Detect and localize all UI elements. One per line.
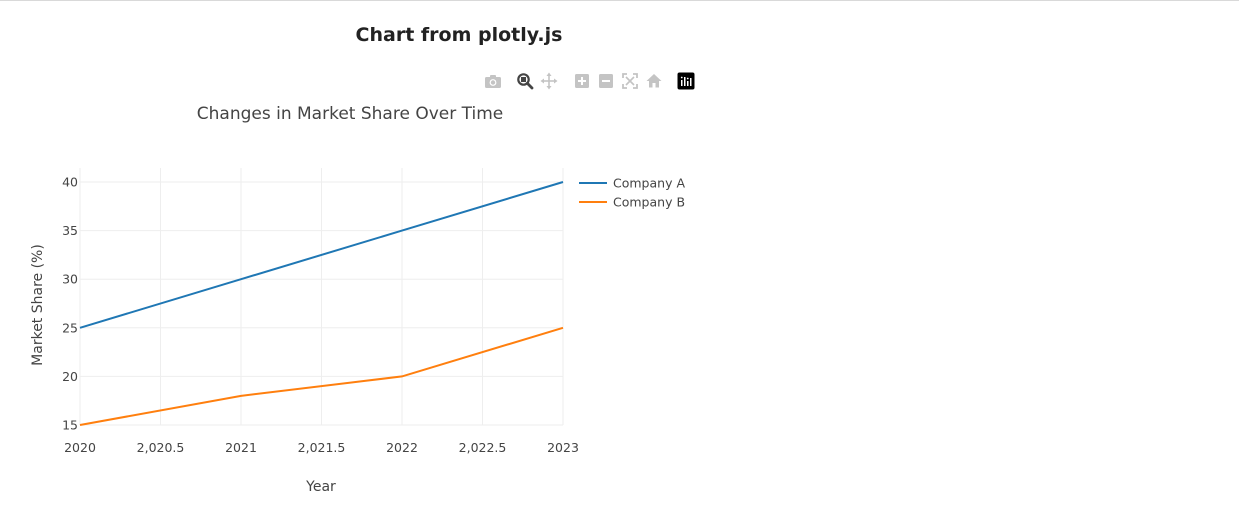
zoom-in-icon[interactable] bbox=[573, 72, 591, 90]
autoscale-icon[interactable] bbox=[621, 72, 639, 90]
y-tick-label: 40 bbox=[62, 175, 78, 190]
x-axis-ticks: 2020 2,020.5 2021 2,021.5 2022 2,022.5 2023 bbox=[64, 440, 579, 455]
y-tick-label: 20 bbox=[62, 369, 78, 384]
zoom-icon[interactable] bbox=[516, 72, 534, 90]
legend: Company A Company B bbox=[579, 176, 685, 210]
reset-axes-icon[interactable] bbox=[645, 72, 663, 90]
x-tick-label: 2,021.5 bbox=[298, 440, 346, 455]
x-tick-label: 2,020.5 bbox=[137, 440, 185, 455]
grid-lines bbox=[79, 168, 564, 426]
x-axis-label: Year bbox=[305, 479, 336, 495]
chart-title: Changes in Market Share Over Time bbox=[197, 104, 503, 124]
page-title: Chart from plotly.js bbox=[355, 24, 563, 46]
x-tick-label: 2020 bbox=[64, 440, 96, 455]
series-line-2 bbox=[79, 326, 564, 426]
x-tick-label: 2023 bbox=[547, 440, 579, 455]
x-tick-label: 2021 bbox=[225, 440, 257, 455]
plotly-logo-icon[interactable] bbox=[677, 72, 695, 90]
legend-item-label[interactable]: Company B bbox=[613, 195, 685, 210]
top-divider bbox=[0, 0, 1239, 1]
series-layer bbox=[79, 181, 564, 426]
y-tick-label: 25 bbox=[62, 320, 78, 335]
y-tick-label: 30 bbox=[62, 272, 78, 287]
y-tick-label: 35 bbox=[62, 223, 78, 238]
series-line-1 bbox=[79, 181, 564, 329]
x-tick-label: 2,022.5 bbox=[459, 440, 507, 455]
legend-item-label[interactable]: Company A bbox=[613, 176, 685, 191]
plot-area: Changes in Market Share Over Time 2020 2,… bbox=[30, 104, 685, 495]
y-axis-label: Market Share (%) bbox=[30, 244, 46, 366]
x-tick-label: 2022 bbox=[386, 440, 418, 455]
y-tick-label: 15 bbox=[62, 418, 78, 433]
camera-icon[interactable] bbox=[484, 72, 502, 90]
pan-icon[interactable] bbox=[540, 72, 558, 90]
y-axis-ticks: 15 20 25 30 35 40 bbox=[62, 175, 78, 433]
zoom-out-icon[interactable] bbox=[597, 72, 615, 90]
